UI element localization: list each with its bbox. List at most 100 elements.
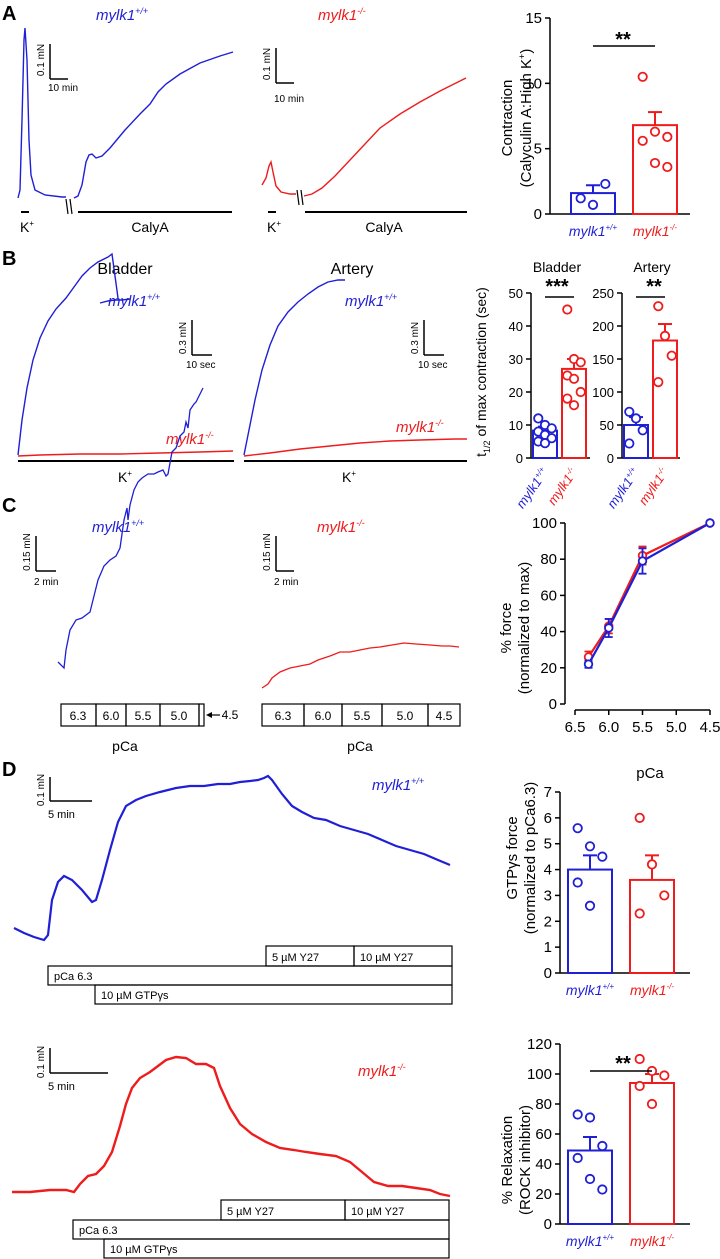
- pca-step-label: 5.0: [171, 709, 188, 723]
- break-mark: [300, 189, 304, 206]
- data-point: [584, 841, 596, 852]
- x-tick-label: 5.0: [666, 719, 687, 736]
- scalebar-c-ko-x-label: 2 min: [274, 577, 298, 588]
- y-tick-label: 200: [592, 319, 614, 334]
- y-tick-label: 80: [540, 551, 557, 568]
- data-point: [562, 304, 573, 315]
- data-point: [630, 413, 642, 424]
- pca-step-label: 6.3: [70, 709, 87, 723]
- panel-a-wt-trace: mylk1+/+ 0.1 mN 10 min K+ CalyA: [17, 6, 234, 235]
- label-calya: CalyA: [365, 219, 403, 235]
- y-tick-label: 3: [544, 887, 552, 904]
- x-category-label: mylk1-/-: [630, 1233, 674, 1249]
- data-point: [572, 1152, 583, 1164]
- data-point: [584, 1112, 596, 1123]
- data-point: [604, 623, 614, 633]
- scalebar-b-x-label: 10 sec: [186, 360, 215, 371]
- pca-step-label: 6.0: [315, 709, 332, 723]
- chart-b-artery: 0 50 100 150 200 250 mylk1+/+mylk1-/-: [592, 286, 680, 511]
- scalebar-d-wt-y-label: 0.1 mN: [36, 774, 47, 806]
- panel-d-ko-trace: mylk1-/- 0.1 mN 5 min 5 µM Y27 10 µM Y27…: [12, 1046, 451, 1259]
- y-tick-label: 2: [544, 913, 552, 930]
- scalebar-c-wt-x-label: 2 min: [34, 577, 58, 588]
- y-tick-label: 60: [535, 1126, 552, 1143]
- data-point: [624, 406, 635, 417]
- scalebar-a-ko-x-label: 10 min: [274, 94, 304, 105]
- treatment-label: pCa 6.3: [54, 971, 93, 983]
- x-category-label: mylk1-/-: [544, 465, 580, 508]
- x-category-label: mylk1+/+: [566, 1233, 614, 1249]
- data-point: [659, 1070, 670, 1081]
- x-category-label: mylk1+/+: [566, 982, 614, 998]
- chart-c-pca-force: 0 20 40 60 80 100 6.5 6.0 5.5 5.0 4.5: [532, 515, 720, 736]
- chart-d-relax-ylabel2: (ROCK inhibitor): [517, 1105, 534, 1215]
- chart-d-gtp-force: 0 1 2 3 4 5 6 7 mylk1+/+ mylk1-/-: [544, 784, 690, 998]
- chart-d-relax-ylabel: % Relaxation: [499, 1116, 516, 1204]
- label-artery-trace: Artery: [331, 261, 374, 278]
- data-point: [666, 350, 677, 361]
- data-point: [575, 193, 586, 204]
- pca-step-boxes: 6.3 6.0 5.5 5.0 4.5: [261, 703, 461, 727]
- trace-b-artery-wt: [243, 279, 345, 456]
- break-mark: [65, 198, 69, 215]
- data-point: [646, 859, 658, 870]
- treatment-label: 10 µM GTPγs: [110, 1244, 178, 1256]
- data-point: [583, 659, 594, 669]
- data-point: [649, 126, 661, 137]
- chart-b-bladder-title: Bladder: [533, 259, 582, 275]
- treatment-label: 10 µM Y27: [351, 1206, 404, 1218]
- data-point: [584, 1173, 596, 1185]
- y-tick-label: 100: [527, 1066, 552, 1083]
- trace-d-wt: [13, 774, 451, 942]
- chart-c-xlabel: pCa: [636, 765, 664, 782]
- data-point: [637, 71, 648, 82]
- treatment-box-pca63: [72, 1219, 450, 1240]
- data-point: [533, 413, 544, 424]
- y-tick-label: 6: [544, 810, 552, 827]
- y-tick-label: 40: [509, 319, 523, 334]
- panel-b-artery-trace: Artery mylk1+/+ mylk1-/- mylk1-/- 0.3 mN…: [166, 261, 467, 485]
- trace-b-bladder-wt-plateau: [99, 298, 131, 304]
- trace-c-ko: [261, 642, 460, 689]
- data-point: [653, 301, 664, 312]
- scalebar-d-ko-x-label: 5 min: [48, 1081, 75, 1093]
- y-tick-label: 4: [544, 862, 552, 879]
- y-tick-label: 40: [535, 1156, 552, 1173]
- scalebar-a-wt-y-label: 0.1 mN: [36, 44, 47, 76]
- y-tick-label: 40: [540, 624, 557, 641]
- data-point: [649, 157, 661, 169]
- scalebar-c-ko-y-label: 0.15 mN: [262, 533, 273, 571]
- label-k-plus: K+: [118, 469, 132, 485]
- data-point: [572, 823, 583, 834]
- y-tick-label: 0: [534, 206, 542, 223]
- y-tick-label: 5: [544, 836, 552, 853]
- y-tick-label: 250: [592, 286, 614, 301]
- panel-letter-c: C: [2, 495, 16, 517]
- chart-b-bladder: 0 10 20 30 40 50 mylk1+/+mylk1-/-: [509, 286, 590, 511]
- y-tick-label: 15: [525, 10, 542, 27]
- data-point: [546, 433, 557, 444]
- data-point: [653, 376, 664, 388]
- chart-a-ylabel2: (Calyculin A:High K+): [517, 49, 535, 188]
- pca-arrow-head: [206, 712, 212, 718]
- panel-letter-a: A: [2, 3, 16, 25]
- data-point: [659, 330, 671, 341]
- pca-step-label: 6.3: [275, 709, 292, 723]
- x-tick-label: 6.5: [565, 719, 586, 736]
- label-k-plus: K+: [342, 469, 356, 485]
- treatment-box-gtp: [103, 1238, 450, 1259]
- x-category-label: mylk1-/-: [633, 223, 677, 239]
- y-tick-label: 20: [540, 660, 557, 677]
- chart-c-ylabel: % force: [498, 603, 515, 654]
- panel-d-wt-trace: mylk1+/+ 0.1 mN 5 min 5 µM Y27 10 µM Y27…: [13, 774, 453, 1005]
- trace-a-wt-calya: [73, 51, 234, 199]
- label-mylk1-ko: mylk1-/-: [318, 6, 366, 24]
- y-tick-label: 60: [540, 587, 557, 604]
- data-point: [575, 386, 586, 398]
- treatment-box-pca63: [47, 965, 453, 986]
- chart-a-contraction: 0 5 10 15 mylk1+/+ mylk1-/-: [525, 10, 690, 239]
- break-mark: [296, 189, 300, 206]
- data-point: [539, 438, 551, 449]
- chart-b-artery-title: Artery: [633, 259, 670, 275]
